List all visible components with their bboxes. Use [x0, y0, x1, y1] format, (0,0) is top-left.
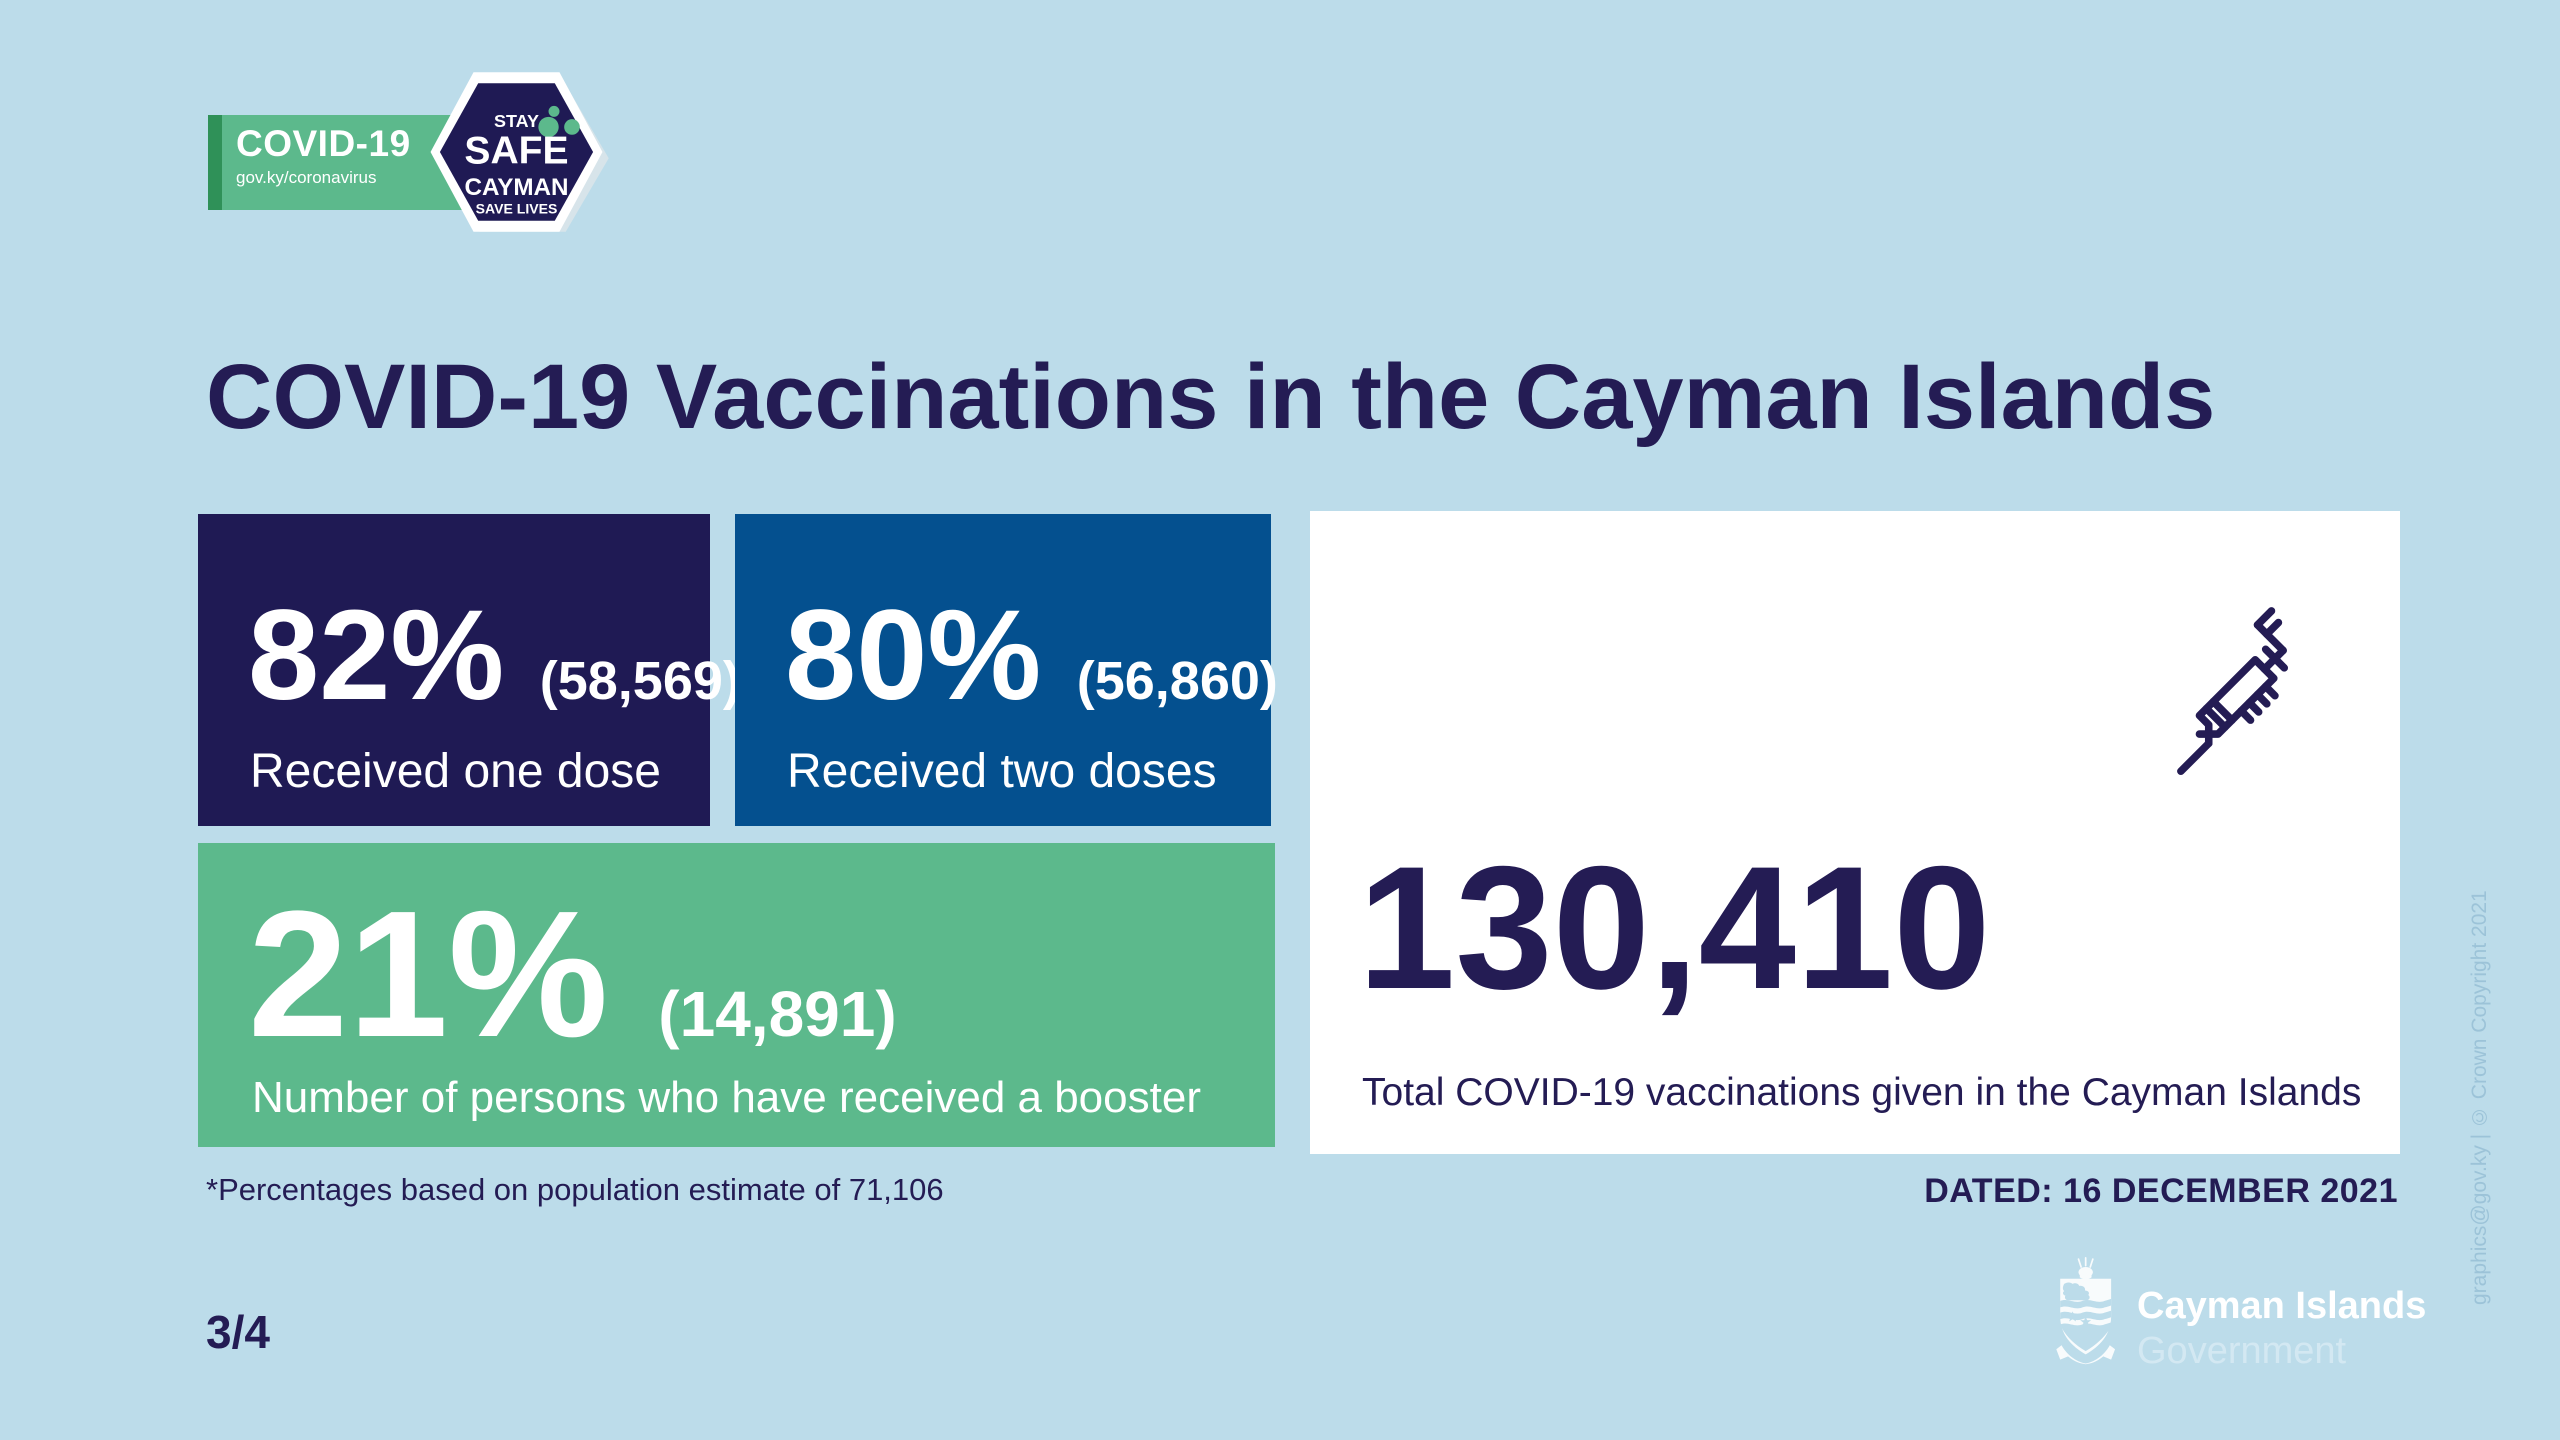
- svg-text:SAVE LIVES: SAVE LIVES: [476, 201, 558, 217]
- svg-text:STAY: STAY: [494, 111, 539, 131]
- svg-text:SAFE: SAFE: [464, 130, 568, 173]
- svg-text:CAYMAN: CAYMAN: [464, 174, 568, 201]
